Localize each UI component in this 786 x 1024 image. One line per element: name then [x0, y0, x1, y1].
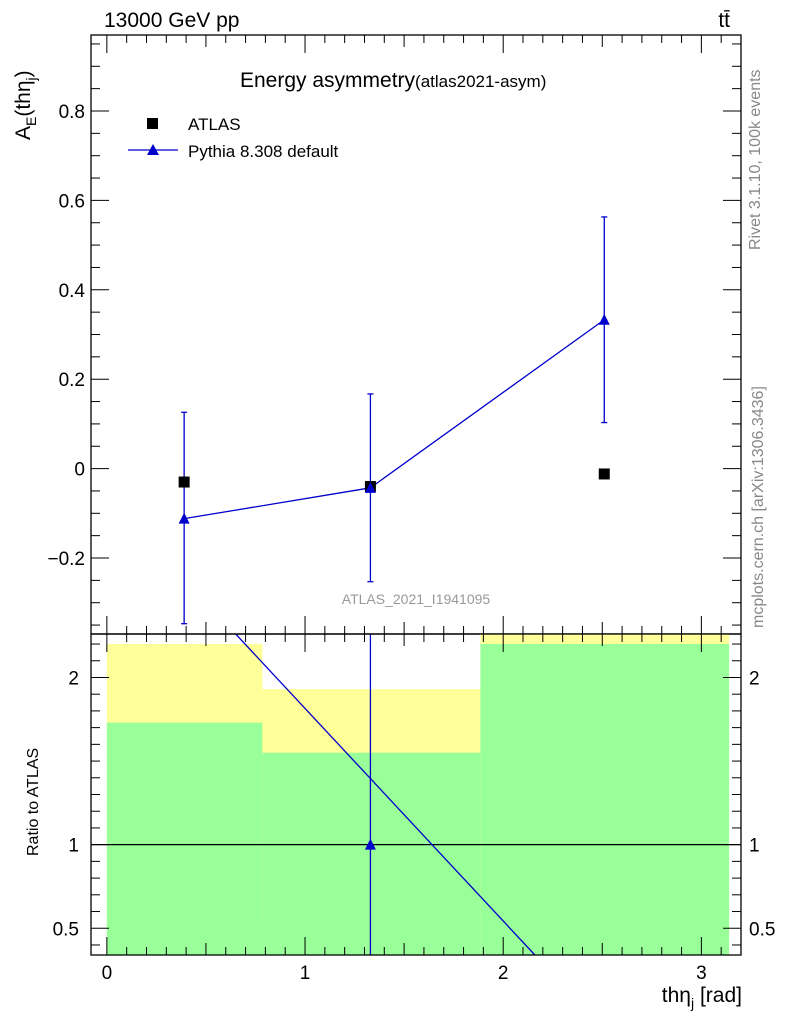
ratio-mc-point — [364, 838, 376, 850]
ratio-mc-line — [235, 633, 536, 956]
ratio-band-green-0 — [106, 722, 263, 955]
lower-lines — [91, 633, 741, 956]
side-text-top: Rivet 3.1.10, 100k events — [747, 69, 764, 250]
lower-y-tick-label: 1 — [68, 836, 79, 857]
legend-atlas-marker — [147, 118, 158, 129]
x-tick-label: 3 — [696, 963, 707, 984]
header-left-label: 13000 GeV pp — [104, 9, 239, 32]
pythia-series-line — [184, 319, 605, 520]
ratio-band-green-1 — [262, 752, 481, 955]
lower-y-axis-label: Ratio to ATLAS — [25, 748, 42, 856]
side-text-bottom: mcplots.cern.ch [arXiv:1306.3436] — [750, 386, 767, 628]
lower-y-tick-label-right: 0.5 — [749, 919, 775, 940]
upper-x-ticks — [106, 35, 742, 634]
upper-y-tick-label: −0.2 — [47, 549, 85, 570]
lower-y-tick-label: 0.5 — [53, 919, 79, 940]
legend: ATLAS Pythia 8.308 default — [128, 115, 339, 161]
x-tick-label: 2 — [498, 963, 509, 984]
header-right-label: tt̄ — [718, 9, 730, 32]
upper-y-tick-label: 0.4 — [59, 281, 86, 302]
upper-markers — [178, 313, 610, 524]
legend-atlas-label: ATLAS — [188, 115, 241, 134]
x-tick-label: 0 — [102, 963, 113, 984]
upper-title: Energy asymmetry(atlas2021-asym) — [240, 69, 546, 92]
lower-y-ticks: 0.5 0.5 1 1 2 2 — [53, 643, 775, 946]
upper-series-lines — [184, 319, 605, 520]
upper-y-tick-label: 0.2 — [59, 370, 85, 391]
lower-y-tick-label: 2 — [68, 668, 79, 689]
ratio-band-green-2 — [480, 644, 730, 955]
upper-y-ticks: −0.2 0 0.2 0.4 0.6 0.8 — [47, 43, 741, 626]
upper-y-axis-label: AE(thηj) — [12, 70, 39, 140]
pythia-data-point — [178, 512, 190, 524]
upper-panel: −0.2 0 0.2 0.4 0.6 0.8 Energy asymmetry(atlas… — [12, 34, 742, 635]
lower-bands — [106, 634, 730, 955]
lower-x-ticks: 0 1 2 3 — [102, 634, 742, 984]
upper-y-tick-label: 0.6 — [59, 191, 85, 212]
upper-y-tick-label: 0 — [74, 460, 85, 481]
atlas-data-point — [598, 468, 610, 480]
legend-pythia-label: Pythia 8.308 default — [188, 142, 339, 161]
lower-panel: 0.5 0.5 1 1 2 2 0 1 2 3 Ratio to ATLAS thηj [rad… — [25, 633, 775, 1011]
upper-error-bars — [181, 216, 608, 625]
x-tick-label: 1 — [300, 963, 311, 984]
lower-y-tick-label-right: 2 — [749, 668, 760, 689]
pythia-data-point — [364, 481, 376, 493]
watermark: ATLAS_2021_I1941095 — [342, 591, 491, 607]
pythia-data-point — [598, 313, 610, 325]
legend-pythia-marker — [147, 144, 159, 155]
atlas-data-point — [178, 476, 190, 488]
x-axis-label: thηj [rad] — [662, 984, 742, 1011]
lower-y-tick-label-right: 1 — [749, 836, 760, 857]
upper-y-tick-label: 0.8 — [59, 102, 85, 123]
